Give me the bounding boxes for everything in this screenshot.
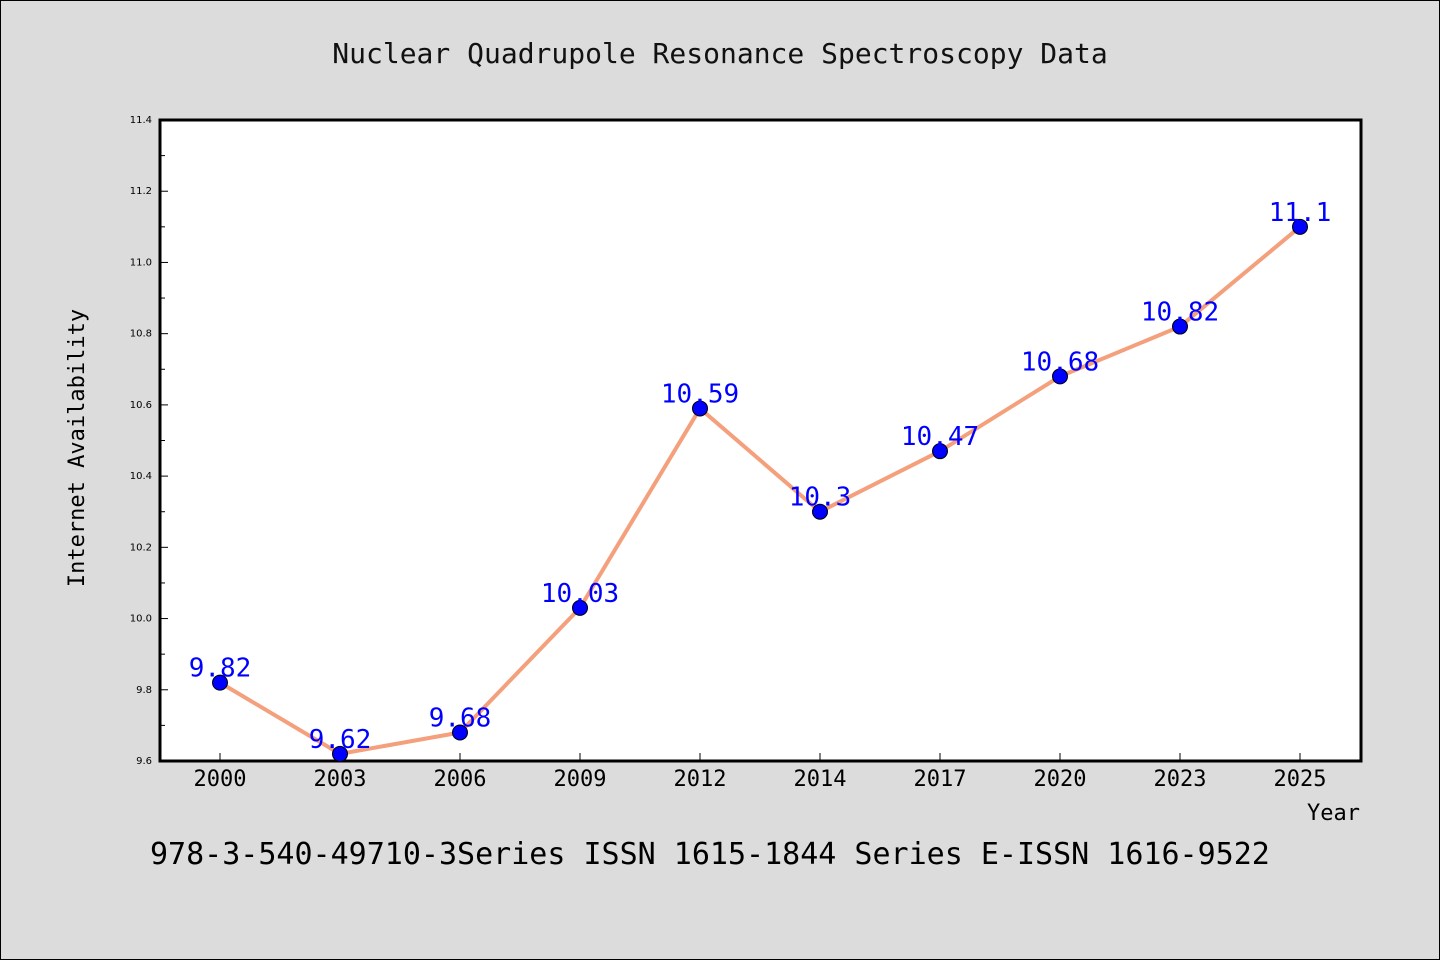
data-point bbox=[212, 674, 228, 691]
x-tick-label: 2006 bbox=[434, 767, 487, 792]
y-axis: 9.6 9.8 10.0 10.2 10.4 10.6 10.8 11.0 11.2 11.4 bbox=[130, 115, 168, 767]
y-tick-label: 11.0 bbox=[130, 257, 152, 268]
x-tick-label: 2014 bbox=[794, 767, 847, 792]
data-label: 9.68 bbox=[429, 704, 492, 734]
data-label: 10.47 bbox=[901, 422, 979, 452]
x-tick-label: 2020 bbox=[1034, 767, 1087, 792]
series-line bbox=[218, 225, 1302, 756]
data-point bbox=[332, 745, 348, 762]
data-label: 10.03 bbox=[541, 579, 619, 609]
y-axis-label: Internet Availability bbox=[65, 309, 90, 587]
data-point bbox=[1292, 218, 1308, 235]
x-tick-label: 2025 bbox=[1274, 767, 1327, 792]
y-tick-label: 11.4 bbox=[130, 115, 152, 126]
x-axis: 2000 2003 2006 2009 2012 2014 2017 2020 2023 2025 bbox=[194, 753, 1327, 792]
y-tick-label: 10.4 bbox=[130, 471, 152, 482]
y-tick-label: 10.0 bbox=[130, 614, 152, 625]
y-tick-label: 10.2 bbox=[130, 542, 152, 553]
data-point bbox=[1172, 318, 1188, 335]
x-tick-label: 2003 bbox=[314, 767, 367, 792]
footer-text: 978-3-540-49710-3Series ISSN 1615-1844 S… bbox=[150, 837, 1270, 872]
data-label: 9.62 bbox=[309, 725, 372, 755]
data-label: 11.1 bbox=[1269, 198, 1332, 228]
data-label: 10.3 bbox=[789, 483, 852, 513]
chart-title: Nuclear Quadrupole Resonance Spectroscop… bbox=[332, 37, 1107, 70]
x-axis-label: Year bbox=[1307, 801, 1360, 826]
plot-area bbox=[158, 118, 1363, 763]
y-tick-label: 10.6 bbox=[130, 400, 152, 411]
x-tick-label: 2012 bbox=[674, 767, 727, 792]
data-point bbox=[572, 599, 588, 616]
data-point bbox=[692, 400, 708, 417]
data-point bbox=[1052, 368, 1068, 385]
data-label: 10.82 bbox=[1141, 298, 1219, 328]
series: 9.82 9.62 9.68 10.03 10.59 10.3 10.47 10.68 10.8… bbox=[189, 198, 1332, 762]
data-label: 10.68 bbox=[1021, 347, 1099, 377]
x-tick-label: 2023 bbox=[1154, 767, 1207, 792]
y-tick-label: 11.2 bbox=[130, 186, 152, 197]
data-point bbox=[812, 503, 828, 520]
x-tick-label: 2009 bbox=[554, 767, 607, 792]
x-tick-label: 2017 bbox=[914, 767, 967, 792]
data-label: 9.82 bbox=[189, 654, 252, 684]
y-tick-label: 9.6 bbox=[136, 756, 152, 767]
y-tick-label: 10.8 bbox=[130, 329, 152, 340]
data-label: 10.59 bbox=[661, 379, 739, 409]
data-point bbox=[932, 443, 948, 460]
y-tick-label: 9.8 bbox=[136, 685, 152, 696]
x-tick-label: 2000 bbox=[194, 767, 247, 792]
data-point bbox=[452, 724, 468, 741]
